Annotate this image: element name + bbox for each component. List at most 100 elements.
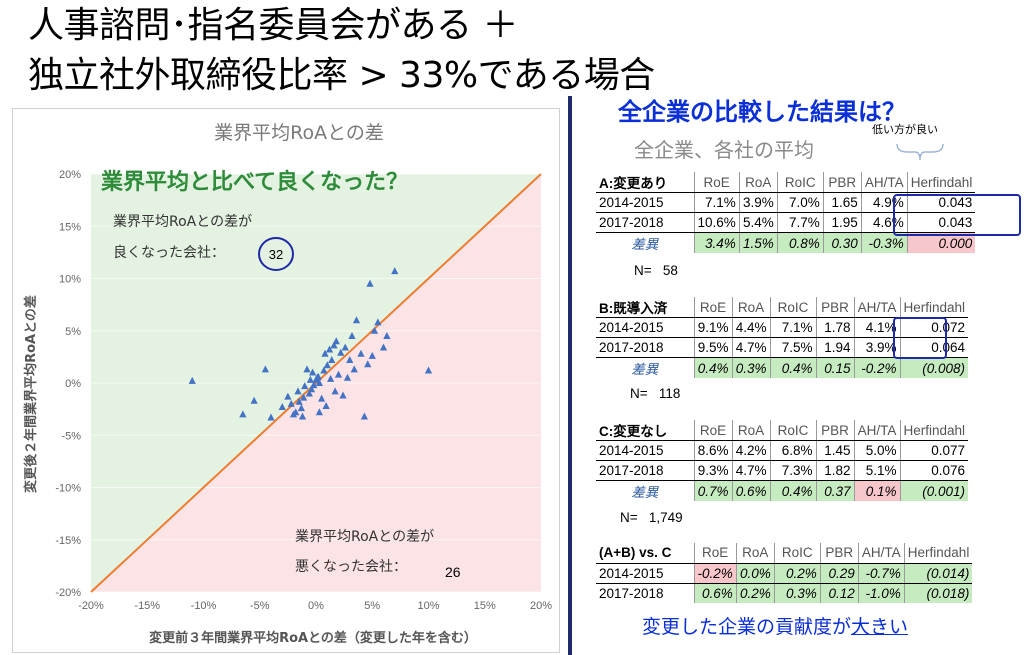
column-header: RoE [693,543,737,564]
diff-cell: 0.1% [853,480,900,501]
worse-count: 26 [445,564,461,580]
data-point-marker [309,368,317,376]
data-point-marker [383,331,391,339]
sample-size: N= 118 [630,386,680,401]
column-header: RoE [693,172,740,193]
column-header: PBR [819,543,859,564]
table-cell: 4.1% [853,317,900,338]
data-point-marker [318,394,326,402]
diff-cell: 0.4% [769,357,816,378]
table-cell: 3.9% [738,192,778,213]
data-point-marker [250,396,258,404]
data-point-marker [343,373,352,381]
n-label: N= [630,386,648,401]
y-tick-label: 10% [59,274,81,286]
column-header: RoA [731,420,770,441]
scatter-chart-panel: -20% -15% -10% -5% 0% 5% 10% 15% 20% 20% 15% 10% 5%… [12,108,560,653]
highlight-box-a [893,194,1021,236]
column-header: Herfindahl [899,297,969,318]
data-point-marker [339,391,347,399]
slide-title-line1: 人事諮問･指名委員会がある ＋ [28,5,518,46]
x-tick-label: 10% [417,600,439,612]
table-cell: 4.6% [860,212,908,233]
data-point-marker [305,389,313,397]
comparison-table: B:既導入済 RoE RoA RoIC PBR AH/TA Herfindahl 2014-2… [596,297,969,378]
y-axis-label: 変更後２年間業界平均RoAとの差 [23,295,39,493]
column-header: RoE [693,297,732,318]
column-header: AH/TA [853,420,900,441]
column-header: RoIC [769,297,816,318]
column-header: RoIC [776,172,824,193]
period-label: 2014-2015 [596,440,694,461]
table-cell: 9.5% [693,337,732,358]
table-cell: (0.014) [903,563,973,584]
data-point-marker [321,349,329,357]
table-cell: 5.4% [738,212,778,233]
table-cell: 0.064 [899,337,969,358]
table-cell: 4.7% [731,337,770,358]
highlight-box-b [893,317,947,359]
diff-cell: -0.2% [853,357,900,378]
data-point-marker [331,387,339,395]
n-value: 1,749 [648,510,683,525]
diff-cell: 3.4% [693,232,740,253]
table-cell: 0.2% [773,563,821,584]
table-cell: 4.2% [731,440,770,461]
better-count-circle [258,237,294,271]
table-cell: 1.95 [822,212,862,233]
table-cell: 7.0% [776,192,824,213]
data-point-marker [188,376,196,384]
diff-cell: -0.3% [860,232,908,253]
slide-title-line2: 独立社外取締役比率 > 33%である場合 [28,55,655,96]
conclusion-prefix: 変更した企業の貢献度が [642,616,852,638]
lower-is-better-note: 低い方が良い [872,123,938,136]
data-point-marker [424,366,433,374]
table-cell: 1.82 [815,460,854,481]
diff-cell: 0.7% [693,480,732,501]
x-tick-label: -10% [191,600,217,612]
column-header: Herfindahl [906,172,976,193]
y-tick-label: 0% [65,378,81,390]
data-point-marker [294,387,302,395]
table-cell: -0.2% [693,563,737,584]
data-point-marker [341,343,349,351]
period-label: 2017-2018 [596,337,694,358]
x-ticks: -20% -15% -10% -5% 0% 5% 10% 15% 20% [78,600,552,612]
table-cell: 0.3% [773,583,821,603]
period-label: 2014-2015 [596,563,694,584]
data-point-marker [346,356,354,364]
column-header: RoA [738,172,778,193]
diagonal-line [90,173,542,593]
conclusion-text: 変更した企業の貢献度が大きい [642,612,908,639]
y-tick-label: -15% [55,535,81,547]
data-point-marker [239,410,247,418]
comparison-table: (A+B) vs. C RoE RoA RoIC PBR AH/TA Herfindahl 2… [596,543,973,603]
table-cell: 3.9% [853,337,900,358]
data-point-marker [357,349,365,357]
table-label: B:既導入済 [596,297,694,318]
x-tick-label: -15% [134,600,160,612]
data-point-marker [320,366,328,374]
y-ticks: 20% 15% 10% 5% 0% -5% -10% -15% -20% [55,169,81,599]
data-point-marker [348,331,356,339]
table-cell: 0.077 [899,440,969,461]
diff-cell: 0.4% [693,357,732,378]
grid [91,173,541,593]
data-point-marker [301,382,309,390]
diff-cell: 0.37 [815,480,854,501]
data-point-marker [267,413,275,421]
table-cell: 0.076 [899,460,969,481]
x-tick-label: 20% [530,600,552,612]
data-point-marker [330,341,338,349]
comparison-subtitle: 全企業、各社の平均 [634,138,814,162]
period-label: 2014-2015 [596,192,694,213]
n-value: 118 [658,386,681,401]
diff-cell: 0.8% [776,232,824,253]
table-cell: 6.8% [769,440,816,461]
table-cell: 1.78 [815,317,854,338]
y-tick-label: -5% [61,430,81,442]
column-header: Herfindahl [903,543,973,564]
better-label-1: 業界平均RoAとの差が [113,214,252,230]
table-label: A:変更あり [596,172,694,193]
data-point-marker [322,401,330,409]
